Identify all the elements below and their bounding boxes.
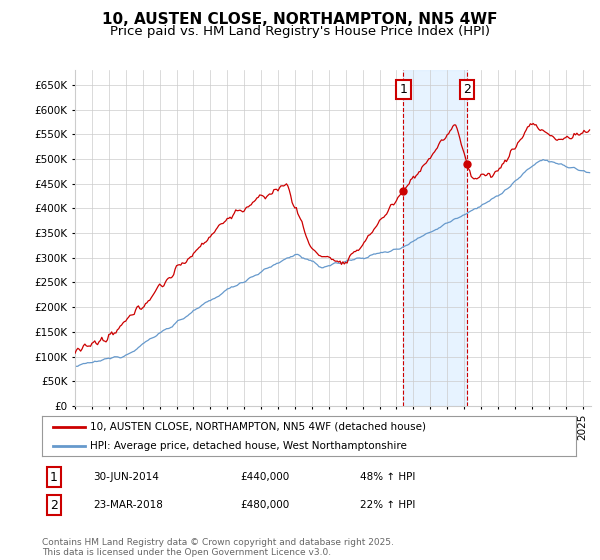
Text: £480,000: £480,000	[240, 500, 289, 510]
Text: Contains HM Land Registry data © Crown copyright and database right 2025.
This d: Contains HM Land Registry data © Crown c…	[42, 538, 394, 557]
Text: 10, AUSTEN CLOSE, NORTHAMPTON, NN5 4WF: 10, AUSTEN CLOSE, NORTHAMPTON, NN5 4WF	[102, 12, 498, 27]
Text: 1: 1	[400, 83, 407, 96]
Text: HPI: Average price, detached house, West Northamptonshire: HPI: Average price, detached house, West…	[90, 441, 407, 450]
Text: 2: 2	[50, 498, 58, 512]
Text: Price paid vs. HM Land Registry's House Price Index (HPI): Price paid vs. HM Land Registry's House …	[110, 25, 490, 38]
Text: 2: 2	[463, 83, 471, 96]
Text: £440,000: £440,000	[240, 472, 289, 482]
Text: 23-MAR-2018: 23-MAR-2018	[93, 500, 163, 510]
Bar	[403, 70, 467, 406]
Text: 10, AUSTEN CLOSE, NORTHAMPTON, NN5 4WF (detached house): 10, AUSTEN CLOSE, NORTHAMPTON, NN5 4WF (…	[90, 422, 426, 432]
Text: 1: 1	[50, 470, 58, 484]
Text: 22% ↑ HPI: 22% ↑ HPI	[360, 500, 415, 510]
Text: 30-JUN-2014: 30-JUN-2014	[93, 472, 159, 482]
Text: 48% ↑ HPI: 48% ↑ HPI	[360, 472, 415, 482]
